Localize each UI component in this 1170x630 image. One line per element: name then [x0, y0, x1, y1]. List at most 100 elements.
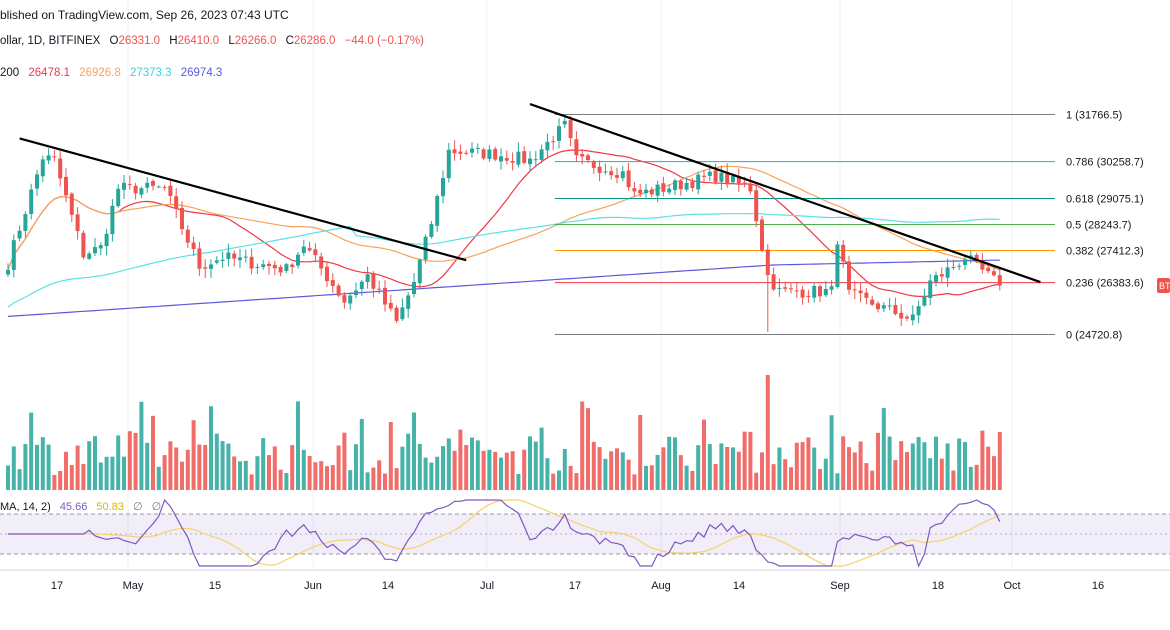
volume-bar — [139, 402, 143, 490]
time-axis-label: Jul — [480, 580, 494, 592]
volume-bar — [197, 444, 201, 490]
candle — [412, 273, 416, 298]
volume-bar — [151, 416, 155, 490]
candle-body — [354, 291, 358, 296]
volume-bar — [58, 471, 62, 490]
candle-body — [18, 231, 22, 239]
ma-value-2: 26926.8 — [79, 67, 121, 79]
candle-body — [609, 171, 613, 175]
volume-bar — [986, 447, 990, 490]
candle — [928, 274, 932, 305]
candle-body — [882, 305, 886, 308]
volume-bar — [603, 459, 607, 490]
candle — [493, 147, 497, 162]
candle — [679, 179, 683, 196]
volume-bar — [325, 466, 329, 490]
candle — [273, 261, 277, 275]
candle-body — [308, 248, 312, 250]
volume-bar — [168, 441, 172, 490]
candle-body — [105, 234, 109, 246]
candle-body — [81, 233, 85, 258]
candle-body — [203, 267, 207, 268]
volume-bars — [6, 375, 1002, 490]
candle — [702, 170, 706, 183]
candle — [35, 170, 39, 196]
trendlines[interactable] — [20, 104, 1041, 282]
candle-body — [226, 252, 230, 258]
candle-body — [905, 317, 909, 319]
volume-bar — [685, 466, 689, 490]
candle-body — [110, 206, 114, 234]
candle — [516, 142, 520, 167]
volume-bar — [853, 452, 857, 490]
candle-body — [986, 268, 990, 271]
volume-bar — [505, 453, 509, 490]
fib-level-label: 0.786 (30258.7) — [1066, 157, 1144, 169]
volume-bar — [522, 450, 526, 490]
fib-level-label: 0.618 (29075.1) — [1066, 194, 1144, 206]
candle-body — [458, 152, 462, 154]
time-axis-label: 17 — [569, 580, 581, 592]
time-axis-label: May — [123, 580, 144, 592]
candle-body — [482, 149, 486, 158]
volume-bar — [244, 461, 248, 490]
time-axis[interactable]: 17 May 15 Jun 14 Jul 17 Aug 14 Sep 18 Oct 16 — [51, 580, 1104, 592]
candle — [673, 179, 677, 195]
candle-body — [783, 287, 787, 289]
volume-bar — [342, 433, 346, 490]
volume-bar — [656, 455, 660, 490]
volume-bar — [975, 465, 979, 490]
volume-bar — [290, 445, 294, 490]
volume-bar — [528, 436, 532, 490]
volume-bar — [627, 460, 631, 490]
volume-bar — [586, 408, 590, 490]
candle-body — [302, 247, 306, 253]
candle — [835, 241, 839, 289]
volume-bar — [551, 474, 555, 490]
candle — [197, 242, 201, 276]
volume-bar — [632, 474, 636, 490]
ma-line-3 — [8, 214, 1000, 308]
candle — [308, 242, 312, 252]
candle-body — [946, 267, 950, 277]
volume-bar — [592, 442, 596, 490]
candle-body — [209, 264, 213, 268]
candle-body — [186, 230, 190, 243]
candle — [319, 253, 323, 276]
candle — [331, 273, 335, 293]
candle-body — [830, 286, 834, 289]
volume-bar — [261, 438, 265, 490]
candle-body — [673, 180, 677, 190]
candle — [644, 184, 648, 200]
ohlc-legend: ollar, 1D, BITFINEX O26331.0 H26410.0 L2… — [0, 35, 424, 47]
candle-body — [876, 303, 880, 309]
candle — [157, 185, 161, 188]
candle-body — [859, 291, 863, 294]
candle-body — [917, 306, 921, 315]
volume-bar — [946, 443, 950, 490]
candle — [192, 237, 196, 256]
volume-bar — [250, 474, 254, 490]
volume-bar — [569, 466, 573, 490]
candle-body — [279, 267, 283, 273]
candle — [284, 263, 288, 273]
candle-body — [319, 256, 323, 268]
candle-body — [41, 159, 45, 176]
candle-body — [168, 186, 172, 196]
candle — [58, 151, 62, 186]
candle-body — [139, 188, 143, 194]
candle-body — [534, 159, 538, 160]
candle — [922, 289, 926, 307]
candlesticks — [6, 114, 1002, 332]
candle-body — [870, 300, 874, 305]
time-axis-label: Oct — [1003, 580, 1020, 592]
candle-body — [255, 267, 259, 268]
volume-bar — [893, 460, 897, 490]
candle — [18, 226, 22, 242]
price-badge: BT — [1157, 278, 1170, 293]
candle — [325, 261, 329, 287]
candle — [447, 143, 451, 183]
volume-bar — [621, 452, 625, 490]
candle — [917, 301, 921, 324]
